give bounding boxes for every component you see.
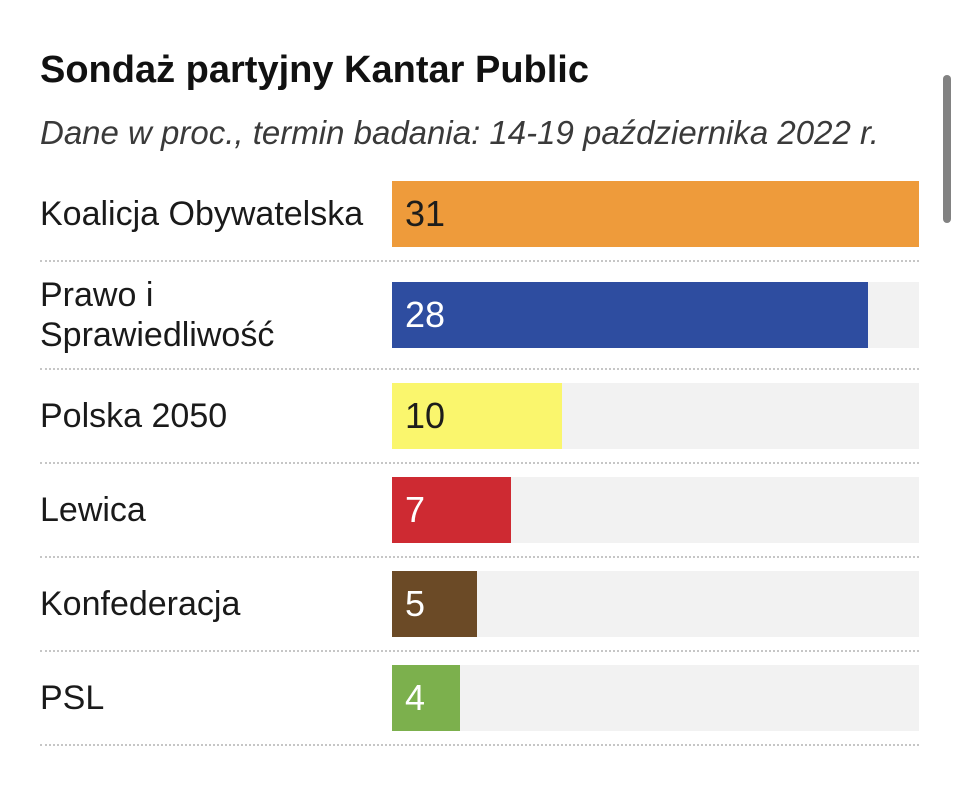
bar: 7 bbox=[392, 477, 511, 543]
poll-bar-chart: Koalicja Obywatelska 31 Prawo i Sprawiedli… bbox=[40, 168, 919, 746]
chart-row: Koalicja Obywatelska 31 bbox=[40, 168, 919, 262]
bar: 10 bbox=[392, 383, 562, 449]
bar-value: 7 bbox=[405, 489, 426, 530]
chart-row: PSL 4 bbox=[40, 652, 919, 746]
bar-value: 5 bbox=[405, 583, 426, 624]
party-label: PSL bbox=[40, 679, 105, 717]
bar-value: 10 bbox=[405, 395, 446, 436]
chart-row: Konfederacja 5 bbox=[40, 558, 919, 652]
bar-track: 7 bbox=[392, 477, 919, 543]
bar-track: 10 bbox=[392, 383, 919, 449]
bar-track: 28 bbox=[392, 282, 919, 348]
chart-row: Lewica 7 bbox=[40, 464, 919, 558]
bar: 4 bbox=[392, 665, 460, 731]
party-label: Lewica bbox=[40, 491, 146, 529]
party-label: Koalicja Obywatelska bbox=[40, 195, 364, 233]
party-label: Konfederacja bbox=[40, 585, 241, 623]
bar-track: 5 bbox=[392, 571, 919, 637]
party-label: Prawo i Sprawiedliwość bbox=[40, 276, 275, 354]
bar-value: 31 bbox=[405, 193, 446, 234]
bar-value: 28 bbox=[405, 294, 446, 335]
party-label: Polska 2050 bbox=[40, 397, 228, 435]
chart-subtitle: Dane w proc., termin badania: 14-19 paźd… bbox=[40, 114, 879, 151]
bar: 28 bbox=[392, 282, 868, 348]
bar: 31 bbox=[392, 181, 919, 247]
chart-row: Polska 2050 10 bbox=[40, 370, 919, 464]
scrollbar-thumb[interactable] bbox=[943, 75, 951, 223]
chart-row: Prawo i Sprawiedliwość 28 bbox=[40, 262, 919, 370]
bar-value: 4 bbox=[405, 677, 426, 718]
chart-title: Sondaż partyjny Kantar Public bbox=[40, 49, 589, 91]
poll-chart-content: Sondaż partyjny Kantar Public Dane w pro… bbox=[40, 48, 919, 746]
bar: 5 bbox=[392, 571, 477, 637]
bar-track: 31 bbox=[392, 181, 919, 247]
bar-track: 4 bbox=[392, 665, 919, 731]
